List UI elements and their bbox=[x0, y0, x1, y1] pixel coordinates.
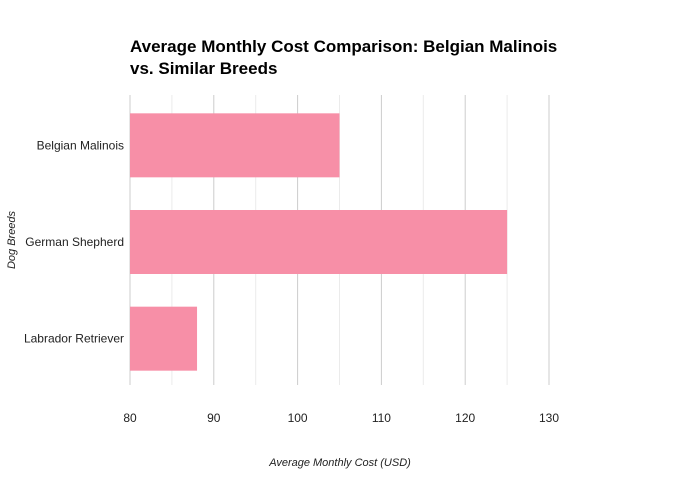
chart-title: Average Monthly Cost Comparison: Belgian… bbox=[130, 37, 558, 78]
x-axis-label: Average Monthly Cost (USD) bbox=[268, 457, 411, 469]
bar bbox=[130, 306, 198, 371]
x-tick-label: 90 bbox=[207, 411, 221, 425]
x-tick-label: 110 bbox=[372, 411, 391, 425]
x-tick-label: 130 bbox=[539, 411, 559, 425]
y-tick-label: Labrador Retriever bbox=[24, 332, 124, 346]
bar bbox=[130, 210, 508, 274]
y-tick-label: Belgian Malinois bbox=[37, 138, 124, 152]
y-axis-label: Dog Breeds bbox=[6, 210, 18, 269]
x-tick-label: 120 bbox=[455, 411, 475, 425]
x-tick-label: 100 bbox=[288, 411, 308, 425]
y-tick-label: German Shepherd bbox=[25, 235, 124, 249]
x-tick-label: 80 bbox=[123, 411, 137, 425]
bar bbox=[130, 113, 340, 178]
